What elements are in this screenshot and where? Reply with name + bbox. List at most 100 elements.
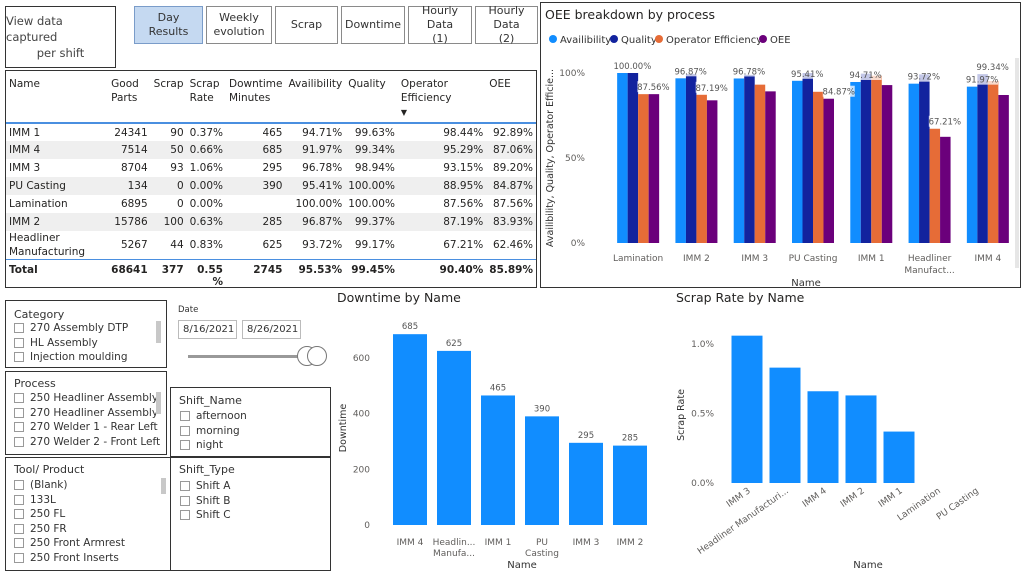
shift-name-item[interactable]: night — [180, 439, 223, 451]
checkbox-icon[interactable] — [180, 425, 190, 436]
bar-operator-efficiency[interactable] — [987, 81, 999, 244]
bar-quality[interactable] — [860, 73, 872, 243]
tool-product-item[interactable]: (Blank) — [14, 479, 67, 491]
bar-availibility[interactable] — [733, 78, 745, 243]
nav-scrap-button[interactable]: Scrap — [275, 6, 338, 44]
tool-product-item[interactable]: 250 Front Armrest — [14, 537, 125, 549]
bar-quality[interactable] — [685, 74, 697, 243]
checkbox-icon[interactable] — [14, 436, 24, 447]
category-item[interactable]: 270 Assembly DTP — [14, 322, 128, 334]
col-header-oee[interactable]: OEE — [486, 71, 536, 124]
checkbox-icon[interactable] — [14, 538, 24, 548]
nav-weekly-evolution-button[interactable]: Weekly evolution — [206, 6, 272, 44]
bar-availibility[interactable] — [617, 73, 628, 243]
process-item[interactable]: 270 Headliner Assembly — [14, 407, 158, 419]
downtime-bar[interactable] — [437, 350, 471, 525]
shift-type-item[interactable]: Shift C — [180, 509, 231, 521]
bar-quality[interactable] — [627, 73, 639, 243]
downtime-bar[interactable] — [481, 395, 515, 525]
downtime-bar[interactable] — [613, 445, 647, 525]
bar-oee[interactable] — [823, 98, 835, 243]
checkbox-icon[interactable] — [180, 481, 190, 491]
bar-availibility[interactable] — [675, 78, 686, 243]
scrap-rate-bar[interactable] — [845, 395, 877, 483]
downtime-bar[interactable] — [393, 334, 427, 525]
bar-availibility[interactable] — [908, 83, 920, 244]
downtime-bar[interactable] — [569, 442, 603, 525]
bar-operator-efficiency[interactable] — [696, 94, 707, 243]
process-item[interactable]: 250 Headliner Assembly — [14, 392, 158, 404]
shift-name-item[interactable]: morning — [180, 425, 240, 437]
tool-scrollbar[interactable] — [161, 478, 166, 494]
checkbox-icon[interactable] — [14, 393, 24, 403]
nav-downtime-button[interactable]: Downtime — [341, 6, 405, 44]
checkbox-icon[interactable] — [14, 509, 24, 519]
bar-availibility[interactable] — [966, 86, 978, 243]
date-slider-track[interactable] — [188, 355, 318, 358]
process-item[interactable]: 270 Welder 1 - Rear Left — [14, 421, 158, 433]
tool-product-item[interactable]: 250 Front Inserts — [14, 552, 119, 564]
col-header-scrap-rate[interactable]: Scrap Rate — [186, 71, 226, 124]
tool-product-item[interactable]: 250 FR — [14, 523, 67, 535]
checkbox-icon[interactable] — [14, 337, 24, 348]
bar-quality[interactable] — [919, 74, 930, 243]
nav-day-results-button[interactable]: Day Results — [134, 6, 203, 44]
bar-oee[interactable] — [706, 100, 718, 243]
bar-quality[interactable] — [802, 73, 814, 243]
bar-oee[interactable] — [648, 94, 660, 243]
nav-hourly-data-2-button[interactable]: Hourly Data (2) — [475, 4, 538, 45]
bar-quality[interactable] — [977, 74, 988, 243]
nav-hourly-data-1-button[interactable]: Hourly Data (1) — [408, 4, 472, 45]
table-row[interactable]: Lamination 6895 0 0.00% 100.00% 100.00% 87.56%… — [6, 195, 536, 213]
tool-product-item[interactable]: 250 FL — [14, 508, 65, 520]
process-item[interactable]: 270 Welder 2 - Front Left — [14, 436, 160, 448]
checkbox-icon[interactable] — [14, 523, 24, 534]
table-row[interactable]: IMM 1 24341 90 0.37% 465 94.71% 99.63% 98.44% 92… — [6, 123, 536, 141]
chart-scrollbar[interactable] — [1015, 58, 1019, 268]
date-slider-end-handle[interactable] — [307, 346, 327, 366]
process-scrollbar[interactable] — [156, 392, 161, 414]
col-header-operator-efficiency[interactable]: Operator Efficiency ▼ — [397, 71, 487, 124]
bar-operator-efficiency[interactable] — [929, 128, 941, 243]
checkbox-icon[interactable] — [14, 494, 24, 505]
bar-availibility[interactable] — [850, 81, 861, 243]
view-data-per-shift-button[interactable]: View data captured per shift — [5, 6, 116, 68]
bar-oee[interactable] — [881, 85, 893, 243]
category-item[interactable]: Injection moulding — [14, 351, 127, 363]
scrap-rate-bar[interactable] — [807, 391, 839, 483]
category-item[interactable]: HL Assembly — [14, 337, 98, 349]
checkbox-icon[interactable] — [14, 323, 24, 333]
bar-oee[interactable] — [940, 136, 951, 243]
shift-name-item[interactable]: afternoon — [180, 410, 247, 422]
checkbox-icon[interactable] — [14, 352, 24, 362]
scrap-rate-bar[interactable] — [883, 431, 915, 483]
bar-quality[interactable] — [744, 74, 755, 243]
downtime-bar[interactable] — [525, 416, 559, 525]
table-row[interactable]: IMM 2 15786 100 0.63% 285 96.87% 99.37% 87.19% 8… — [6, 213, 536, 231]
col-header-availability[interactable]: Availibility — [285, 71, 346, 124]
tool-product-item[interactable]: 133L — [14, 494, 56, 506]
table-row[interactable]: IMM 3 8704 93 1.06% 295 96.78% 98.94% 93.15% 89.… — [6, 159, 536, 177]
bar-operator-efficiency[interactable] — [638, 94, 649, 243]
category-scrollbar[interactable] — [156, 321, 161, 343]
shift-type-item[interactable]: Shift A — [180, 480, 230, 492]
checkbox-icon[interactable] — [14, 480, 24, 490]
checkbox-icon[interactable] — [180, 440, 190, 450]
checkbox-icon[interactable] — [14, 422, 24, 432]
checkbox-icon[interactable] — [180, 411, 190, 421]
date-end-input[interactable]: 8/26/2021 — [242, 320, 301, 339]
bar-availibility[interactable] — [792, 80, 803, 243]
bar-oee[interactable] — [765, 91, 776, 243]
col-header-scrap[interactable]: Scrap — [150, 71, 187, 124]
col-header-quality[interactable]: Quality — [345, 71, 398, 124]
col-header-name[interactable]: Name — [6, 71, 109, 124]
checkbox-icon[interactable] — [14, 407, 24, 418]
shift-type-item[interactable]: Shift B — [180, 495, 230, 507]
col-header-good-parts[interactable]: Good Parts — [108, 71, 151, 124]
table-row[interactable]: IMM 4 7514 50 0.66% 685 91.97% 99.34% 95.29% 87.… — [6, 141, 536, 159]
checkbox-icon[interactable] — [180, 495, 190, 506]
scrap-rate-bar[interactable] — [731, 335, 763, 483]
scrap-rate-bar[interactable] — [769, 367, 801, 483]
bar-operator-efficiency[interactable] — [871, 75, 882, 243]
checkbox-icon[interactable] — [180, 510, 190, 520]
